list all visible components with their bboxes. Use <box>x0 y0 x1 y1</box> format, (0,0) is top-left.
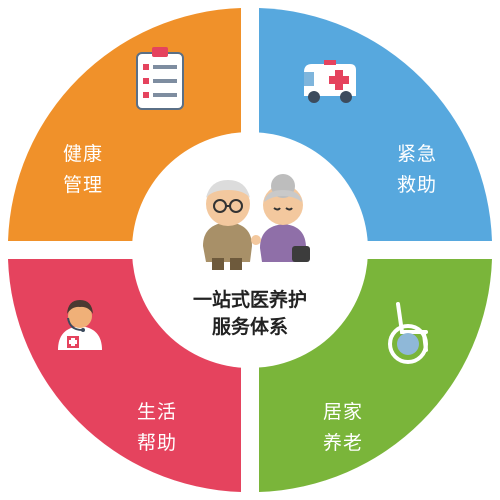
home-label-line1: 居家 <box>322 401 363 423</box>
home-label-line2: 养老 <box>322 432 363 454</box>
life-label-line2: 帮助 <box>136 432 177 454</box>
wheelchair-icon <box>388 302 428 364</box>
emergency-label: 紧急 救助 <box>372 139 462 201</box>
center-title-line2: 服务体系 <box>211 316 288 338</box>
life-label: 生活 帮助 <box>112 397 202 459</box>
elderly-couple-icon <box>203 174 310 270</box>
center-title-line1: 一站式医养护 <box>192 289 307 311</box>
emergency-label-line1: 紧急 <box>396 143 437 165</box>
clipboard-checklist-icon <box>136 47 184 110</box>
health-label-line1: 健康 <box>62 143 103 165</box>
life-label-line1: 生活 <box>136 401 177 423</box>
ambulance-icon <box>304 60 356 103</box>
center-title: 一站式医养护 服务体系 <box>150 287 350 341</box>
emergency-label-line2: 救助 <box>396 174 437 196</box>
health-label-line2: 管理 <box>62 174 103 196</box>
home-label: 居家 养老 <box>298 397 388 459</box>
health-label: 健康 管理 <box>38 139 128 201</box>
doctor-headset-icon <box>58 300 102 350</box>
